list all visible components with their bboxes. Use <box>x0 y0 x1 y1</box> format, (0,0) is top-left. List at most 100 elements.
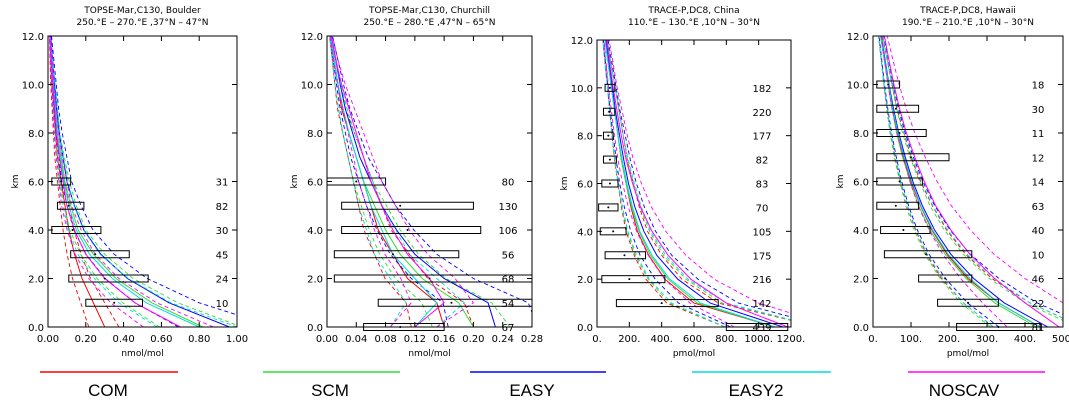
observation-mean-dot <box>661 302 663 304</box>
x-tick-label: 0.28 <box>521 334 543 345</box>
series-line-easy2 <box>881 36 1040 327</box>
x-axis-label: nmol/mol <box>121 349 163 359</box>
y-tick-label: 12.0 <box>301 32 323 43</box>
observation-count: 10 <box>1032 250 1045 261</box>
y-tick-label: 2.0 <box>28 275 44 286</box>
series-envelope-lower-easy2 <box>330 36 407 327</box>
y-tick-label: 10.0 <box>301 81 323 92</box>
x-tick-label: 0. <box>592 334 602 345</box>
series-envelope-lower-com <box>603 40 725 327</box>
y-tick-label: 8.0 <box>577 132 593 143</box>
observation-count: 439 <box>752 323 771 334</box>
x-tick-label: 500. <box>1052 334 1069 345</box>
series-envelope-upper-easy2 <box>332 36 465 327</box>
observation-mean-dot <box>450 302 452 304</box>
x-tick-label: 0.00 <box>37 334 59 345</box>
y-tick-label: 0.0 <box>853 323 869 334</box>
observation-count: 216 <box>752 275 771 286</box>
y-tick-label: 0.0 <box>577 323 593 334</box>
observation-mean-dot <box>355 181 357 183</box>
observation-count: 70 <box>756 203 769 214</box>
y-tick-label: 2.0 <box>307 275 323 286</box>
observation-count: 67 <box>502 323 515 334</box>
y-tick-label: 10.0 <box>847 81 869 92</box>
observation-count: 83 <box>756 180 769 191</box>
observation-mean-dot <box>925 253 927 255</box>
x-tick-label: 800. <box>715 334 737 345</box>
observation-mean-dot <box>623 254 625 256</box>
observation-count: 31 <box>216 178 229 189</box>
observation-box <box>877 202 919 209</box>
observation-mean-dot <box>609 183 611 185</box>
series-line-easy2 <box>605 40 775 327</box>
observation-mean-dot <box>399 205 401 207</box>
y-axis-label: km <box>836 175 846 189</box>
x-axis-label: nmol/mol <box>408 349 450 359</box>
x-tick-label: 600. <box>683 334 705 345</box>
x-tick-label: 0.00 <box>316 334 338 345</box>
legend-label-easy2: EASY2 <box>729 381 784 400</box>
x-tick-label: 0.12 <box>404 334 426 345</box>
x-tick-label: 0.80 <box>188 334 210 345</box>
observation-count: 220 <box>752 108 771 119</box>
series-envelope-upper-noscav <box>609 40 835 327</box>
y-tick-label: 2.0 <box>577 275 593 286</box>
observation-count: 106 <box>498 226 517 237</box>
observation-count: 18 <box>1032 81 1045 92</box>
observation-mean-dot <box>910 156 912 158</box>
y-tick-label: 4.0 <box>28 226 44 237</box>
series-line-noscav <box>331 36 444 327</box>
observation-count: 80 <box>502 178 515 189</box>
panel-title: TRACE-P,DC8, China <box>647 6 739 16</box>
x-tick-label: 200. <box>618 334 640 345</box>
y-tick-label: 8.0 <box>853 129 869 140</box>
legend-label-easy: EASY <box>509 381 554 400</box>
series-envelope-upper-easy <box>52 36 275 327</box>
series-envelope-lower-easy2 <box>603 40 725 327</box>
series-envelope-lower-noscav <box>604 40 734 327</box>
series-envelope-upper-noscav <box>50 36 213 327</box>
observation-mean-dot <box>72 229 74 231</box>
x-tick-label: 0.40 <box>112 334 134 345</box>
x-tick-label: 400. <box>1014 334 1036 345</box>
observation-count: 142 <box>752 299 771 310</box>
series-envelope-lower-easy2 <box>49 36 156 327</box>
y-tick-label: 6.0 <box>577 180 593 191</box>
y-tick-label: 6.0 <box>853 178 869 189</box>
observation-count: 11 <box>1032 129 1045 140</box>
observation-count: 105 <box>752 227 771 238</box>
y-tick-label: 6.0 <box>28 178 44 189</box>
x-tick-label: 400. <box>651 334 673 345</box>
panel-3: TRACE-P,DC8, China 110.°E – 130.°E ,10°N … <box>560 6 836 359</box>
series-line-easy <box>881 36 1047 327</box>
observation-count: 56 <box>502 250 515 261</box>
y-tick-label: 2.0 <box>853 275 869 286</box>
panel-title: TOPSE-Mar,C130, Boulder <box>83 6 201 16</box>
y-axis-label: km <box>560 177 570 191</box>
observation-mean-dot <box>113 302 115 304</box>
observation-count: 40 <box>1032 226 1045 237</box>
y-tick-label: 4.0 <box>853 226 869 237</box>
observation-mean-dot <box>609 87 611 89</box>
observation-count: 63 <box>1032 202 1045 213</box>
observation-count: 177 <box>752 132 771 143</box>
observation-count: 24 <box>216 275 229 286</box>
observation-mean-dot <box>895 205 897 207</box>
series-envelope-lower-scm <box>49 36 159 327</box>
x-tick-label: 1.00 <box>226 334 248 345</box>
series-line-scm <box>50 36 203 327</box>
x-tick-label: 200. <box>938 334 960 345</box>
panel-subtitle: 110.°E – 130.°E ,10°N – 30°N <box>628 18 760 28</box>
observation-box <box>334 251 458 258</box>
x-tick-label: 1000. <box>744 334 773 345</box>
observation-box <box>602 276 665 283</box>
series-envelope-lower-easy <box>879 36 999 327</box>
legend-label-com: COM <box>88 381 128 400</box>
observation-count: 46 <box>1032 275 1045 286</box>
series-line-scm <box>605 40 775 327</box>
y-axis-label: km <box>290 175 300 189</box>
series-line-com <box>605 40 775 327</box>
observation-box <box>884 251 971 258</box>
